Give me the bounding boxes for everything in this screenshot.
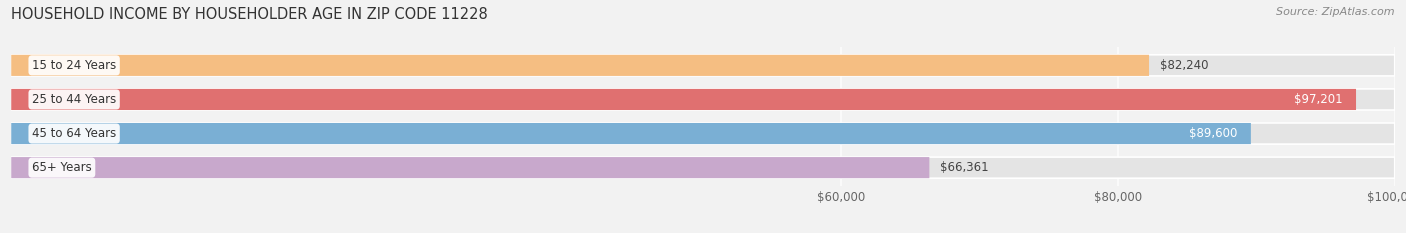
FancyBboxPatch shape	[11, 123, 1251, 144]
FancyBboxPatch shape	[11, 55, 1395, 76]
Text: $82,240: $82,240	[1160, 59, 1209, 72]
FancyBboxPatch shape	[11, 89, 1395, 110]
FancyBboxPatch shape	[11, 157, 1395, 178]
Text: 25 to 44 Years: 25 to 44 Years	[32, 93, 117, 106]
Text: Source: ZipAtlas.com: Source: ZipAtlas.com	[1277, 7, 1395, 17]
FancyBboxPatch shape	[11, 157, 929, 178]
Text: 65+ Years: 65+ Years	[32, 161, 91, 174]
Text: $97,201: $97,201	[1294, 93, 1343, 106]
FancyBboxPatch shape	[11, 55, 1149, 76]
Text: 15 to 24 Years: 15 to 24 Years	[32, 59, 117, 72]
FancyBboxPatch shape	[11, 89, 1355, 110]
FancyBboxPatch shape	[11, 123, 1395, 144]
Text: $89,600: $89,600	[1188, 127, 1237, 140]
Text: $66,361: $66,361	[941, 161, 988, 174]
Text: 45 to 64 Years: 45 to 64 Years	[32, 127, 117, 140]
Text: HOUSEHOLD INCOME BY HOUSEHOLDER AGE IN ZIP CODE 11228: HOUSEHOLD INCOME BY HOUSEHOLDER AGE IN Z…	[11, 7, 488, 22]
